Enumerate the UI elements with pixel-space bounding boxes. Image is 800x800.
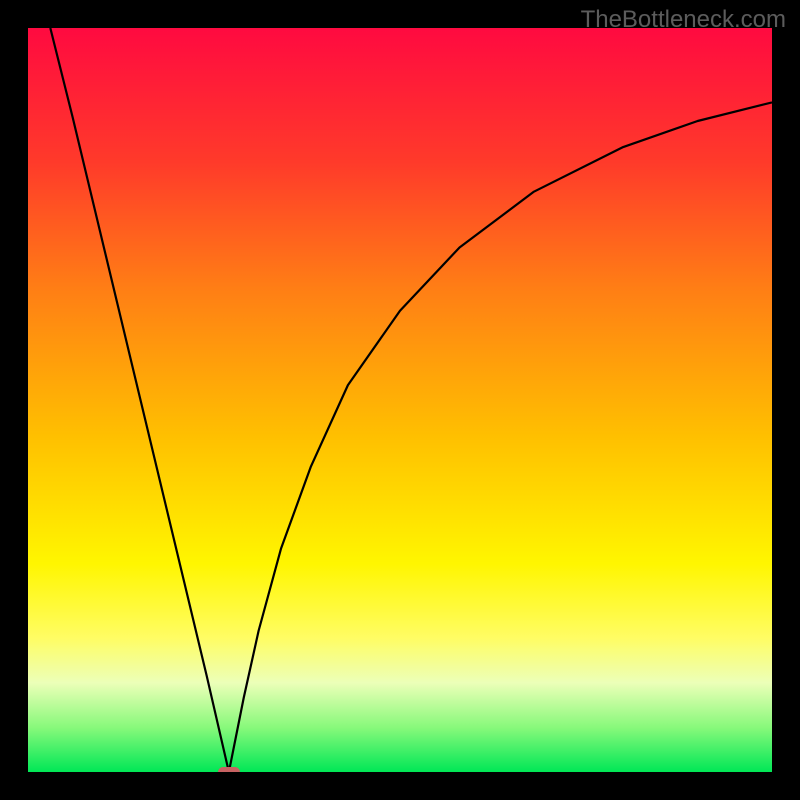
cusp-marker bbox=[218, 767, 240, 772]
chart-container: { "watermark": { "text": "TheBottleneck.… bbox=[0, 0, 800, 800]
watermark: TheBottleneck.com bbox=[581, 6, 786, 34]
plot-area bbox=[28, 28, 772, 772]
curve-layer bbox=[28, 28, 772, 772]
curve-right-branch bbox=[229, 102, 772, 772]
curve-left-branch bbox=[50, 28, 229, 772]
